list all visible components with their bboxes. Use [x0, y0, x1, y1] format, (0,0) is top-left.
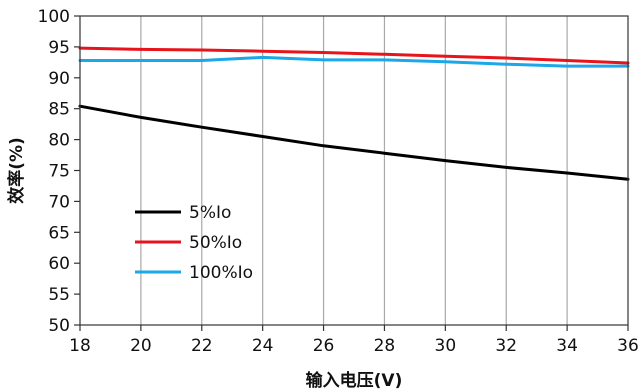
x-tick-label-1: 20: [130, 336, 152, 356]
x-tick-label-3: 24: [252, 336, 274, 356]
y-tick-label-4: 70: [48, 192, 70, 212]
series-line-1: [78, 46, 630, 65]
y-tick-label-10: 100: [38, 7, 70, 27]
series-line-2: [78, 55, 630, 68]
y-tick-label-2: 60: [48, 254, 70, 274]
x-axis-title: 输入电压(V): [306, 370, 403, 391]
y-axis-title: 效率(%): [6, 137, 27, 204]
y-tick-label-5: 75: [48, 162, 70, 182]
x-tick-label-2: 22: [191, 336, 213, 356]
x-tick-label-5: 28: [374, 336, 396, 356]
y-tick-label-8: 90: [48, 69, 70, 89]
y-tick-label-6: 80: [48, 131, 70, 151]
legend-label-1: 50%Io: [189, 233, 242, 253]
x-tick-label-4: 26: [313, 336, 335, 356]
x-tick-label-6: 30: [435, 336, 457, 356]
x-tick-label-7: 32: [495, 336, 517, 356]
x-tick-label-9: 36: [617, 336, 639, 356]
axes: 50 55 60 65 70 75 80 85 90 95 100 18 20 22 24 26 28 30 32 3…: [38, 7, 639, 356]
y-tick-label-7: 85: [48, 100, 70, 120]
x-tick-label-8: 34: [556, 336, 578, 356]
y-tick-label-9: 95: [48, 38, 70, 58]
legend: 5%Io 50%Io 100%Io: [135, 203, 253, 283]
plot-area: [78, 46, 630, 181]
x-tick-label-0: 18: [69, 336, 91, 356]
legend-label-2: 100%Io: [189, 263, 253, 283]
y-tick-label-0: 50: [48, 316, 70, 336]
grid-layer: [140, 16, 568, 325]
legend-label-0: 5%Io: [189, 203, 231, 223]
series-line-0: [78, 104, 630, 181]
y-tick-label-1: 55: [48, 285, 70, 305]
y-tick-label-3: 65: [48, 223, 70, 243]
